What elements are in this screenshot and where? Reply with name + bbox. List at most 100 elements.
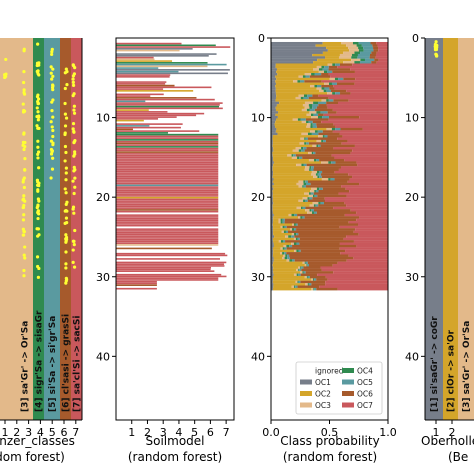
area-strip-693 <box>271 278 274 281</box>
point-group-left <box>3 42 77 285</box>
area-strip-277 <box>324 135 328 138</box>
area-strip-350 <box>271 161 274 164</box>
area-strip-526 <box>273 221 279 224</box>
bar-soilmodel-17 <box>116 74 171 76</box>
x-tick-label-left-1: 1 <box>2 426 9 439</box>
bar-soilmodel-4 <box>116 49 180 52</box>
area-strip-72 <box>316 65 322 69</box>
bar-soilmodel-106 <box>116 240 219 243</box>
area-strip-282 <box>300 137 305 140</box>
area-strip-221 <box>322 115 329 119</box>
area-strip-189 <box>271 106 276 109</box>
x-tick-label-probability-0.0: 0.0 <box>262 426 280 439</box>
area-strip-58 <box>343 61 355 64</box>
area-strip-496 <box>350 209 388 212</box>
bar-group-soilmodel <box>116 42 231 290</box>
area-strip-386 <box>272 173 311 176</box>
area-strip-654 <box>306 264 308 267</box>
area-strip-172 <box>328 99 334 102</box>
area-strip-548 <box>289 228 293 231</box>
area-strip-74 <box>324 65 329 69</box>
area-strip-138 <box>329 87 335 90</box>
point-left-5 <box>3 75 7 80</box>
area-strip-486 <box>301 206 303 210</box>
x-tick-label-soilmodel-2: 2 <box>144 426 151 439</box>
area-strip-438 <box>315 190 319 193</box>
area-strip-246 <box>275 125 307 129</box>
point-left-38 <box>22 147 26 152</box>
area-strip-623 <box>271 254 273 257</box>
area-strip-437 <box>314 190 316 193</box>
area-strip-57 <box>313 61 344 64</box>
area-strip-343 <box>271 158 274 162</box>
area-strip-412 <box>347 180 388 183</box>
area-strip-66 <box>332 63 336 66</box>
point-left-49 <box>23 199 27 203</box>
area-strip-47 <box>369 56 376 59</box>
area-strip-185 <box>308 104 313 107</box>
y-tick-group-soilmodel: 10 20 30 40 <box>96 112 116 363</box>
area-strip-107 <box>329 77 335 81</box>
area-strip-268 <box>301 132 308 136</box>
area-strip-331 <box>287 154 292 157</box>
point-left-73 <box>36 275 41 279</box>
area-strip-163 <box>295 96 301 100</box>
bar-soilmodel-115 <box>116 265 225 267</box>
area-strip-3 <box>352 41 359 45</box>
y-tick-label-probability-40: 40 <box>251 350 265 363</box>
area-strip-182 <box>271 104 277 107</box>
point-left-174 <box>63 144 68 149</box>
area-strip-359 <box>296 163 302 167</box>
point-left-158 <box>65 83 69 87</box>
area-strip-98 <box>271 75 276 78</box>
area-strip-319 <box>301 149 305 152</box>
bar-soilmodel-21 <box>116 84 175 87</box>
area-strip-477 <box>272 204 310 207</box>
area-strip-179 <box>317 101 327 105</box>
band-label-left-4: [6] cl'sasi -> grasSi <box>62 314 72 412</box>
area-strip-637 <box>271 259 274 262</box>
bar-soilmodel-45 <box>116 130 200 132</box>
area-strip-136 <box>321 87 325 90</box>
area-strip-405 <box>349 178 388 181</box>
band-label-left-2: [4] sigr'Sa -> sisaGr <box>35 310 45 412</box>
area-strip-460 <box>312 197 325 200</box>
area-strip-692 <box>325 275 388 279</box>
bar-soilmodel-43 <box>116 126 181 129</box>
area-strip-597 <box>283 244 287 248</box>
area-strip-290 <box>321 139 324 143</box>
area-strip-424 <box>303 185 307 188</box>
band-right-1 <box>425 38 443 420</box>
area-strip-556 <box>283 230 286 234</box>
area-strip-416 <box>303 182 307 186</box>
area-strip-531 <box>348 221 388 224</box>
area-strip-605 <box>282 247 285 250</box>
point-left-74 <box>37 166 41 170</box>
area-strip-162 <box>275 96 296 100</box>
point-left-18 <box>22 268 26 273</box>
area-strip-646 <box>302 261 305 265</box>
area-strip-494 <box>311 209 314 212</box>
area-strip-7 <box>271 44 316 47</box>
area-strip-327 <box>315 151 351 155</box>
area-strip-588 <box>271 242 274 246</box>
band-label-left-5: [7] sa'cl'Si -> sacSi <box>73 316 83 412</box>
legend-label-oc7: OC7 <box>357 401 373 410</box>
point-left-147 <box>63 112 67 116</box>
point-left-206 <box>72 169 76 173</box>
bar-soilmodel-32 <box>116 105 220 108</box>
area-strip-28 <box>271 51 323 55</box>
area-strip-345 <box>308 158 315 162</box>
area-strip-22 <box>327 49 350 52</box>
area-strip-638 <box>273 259 287 262</box>
area-strip-678 <box>333 271 388 274</box>
area-strip-265 <box>332 130 388 133</box>
area-strip-448 <box>271 194 273 198</box>
area-strip-1 <box>322 41 342 45</box>
area-strip-330 <box>272 154 288 157</box>
area-strip-322 <box>271 151 273 155</box>
area-strip-598 <box>286 244 290 248</box>
area-strip-465 <box>303 199 305 203</box>
bar-soilmodel-111 <box>116 254 228 257</box>
legend-swatch-oc1 <box>300 379 312 385</box>
